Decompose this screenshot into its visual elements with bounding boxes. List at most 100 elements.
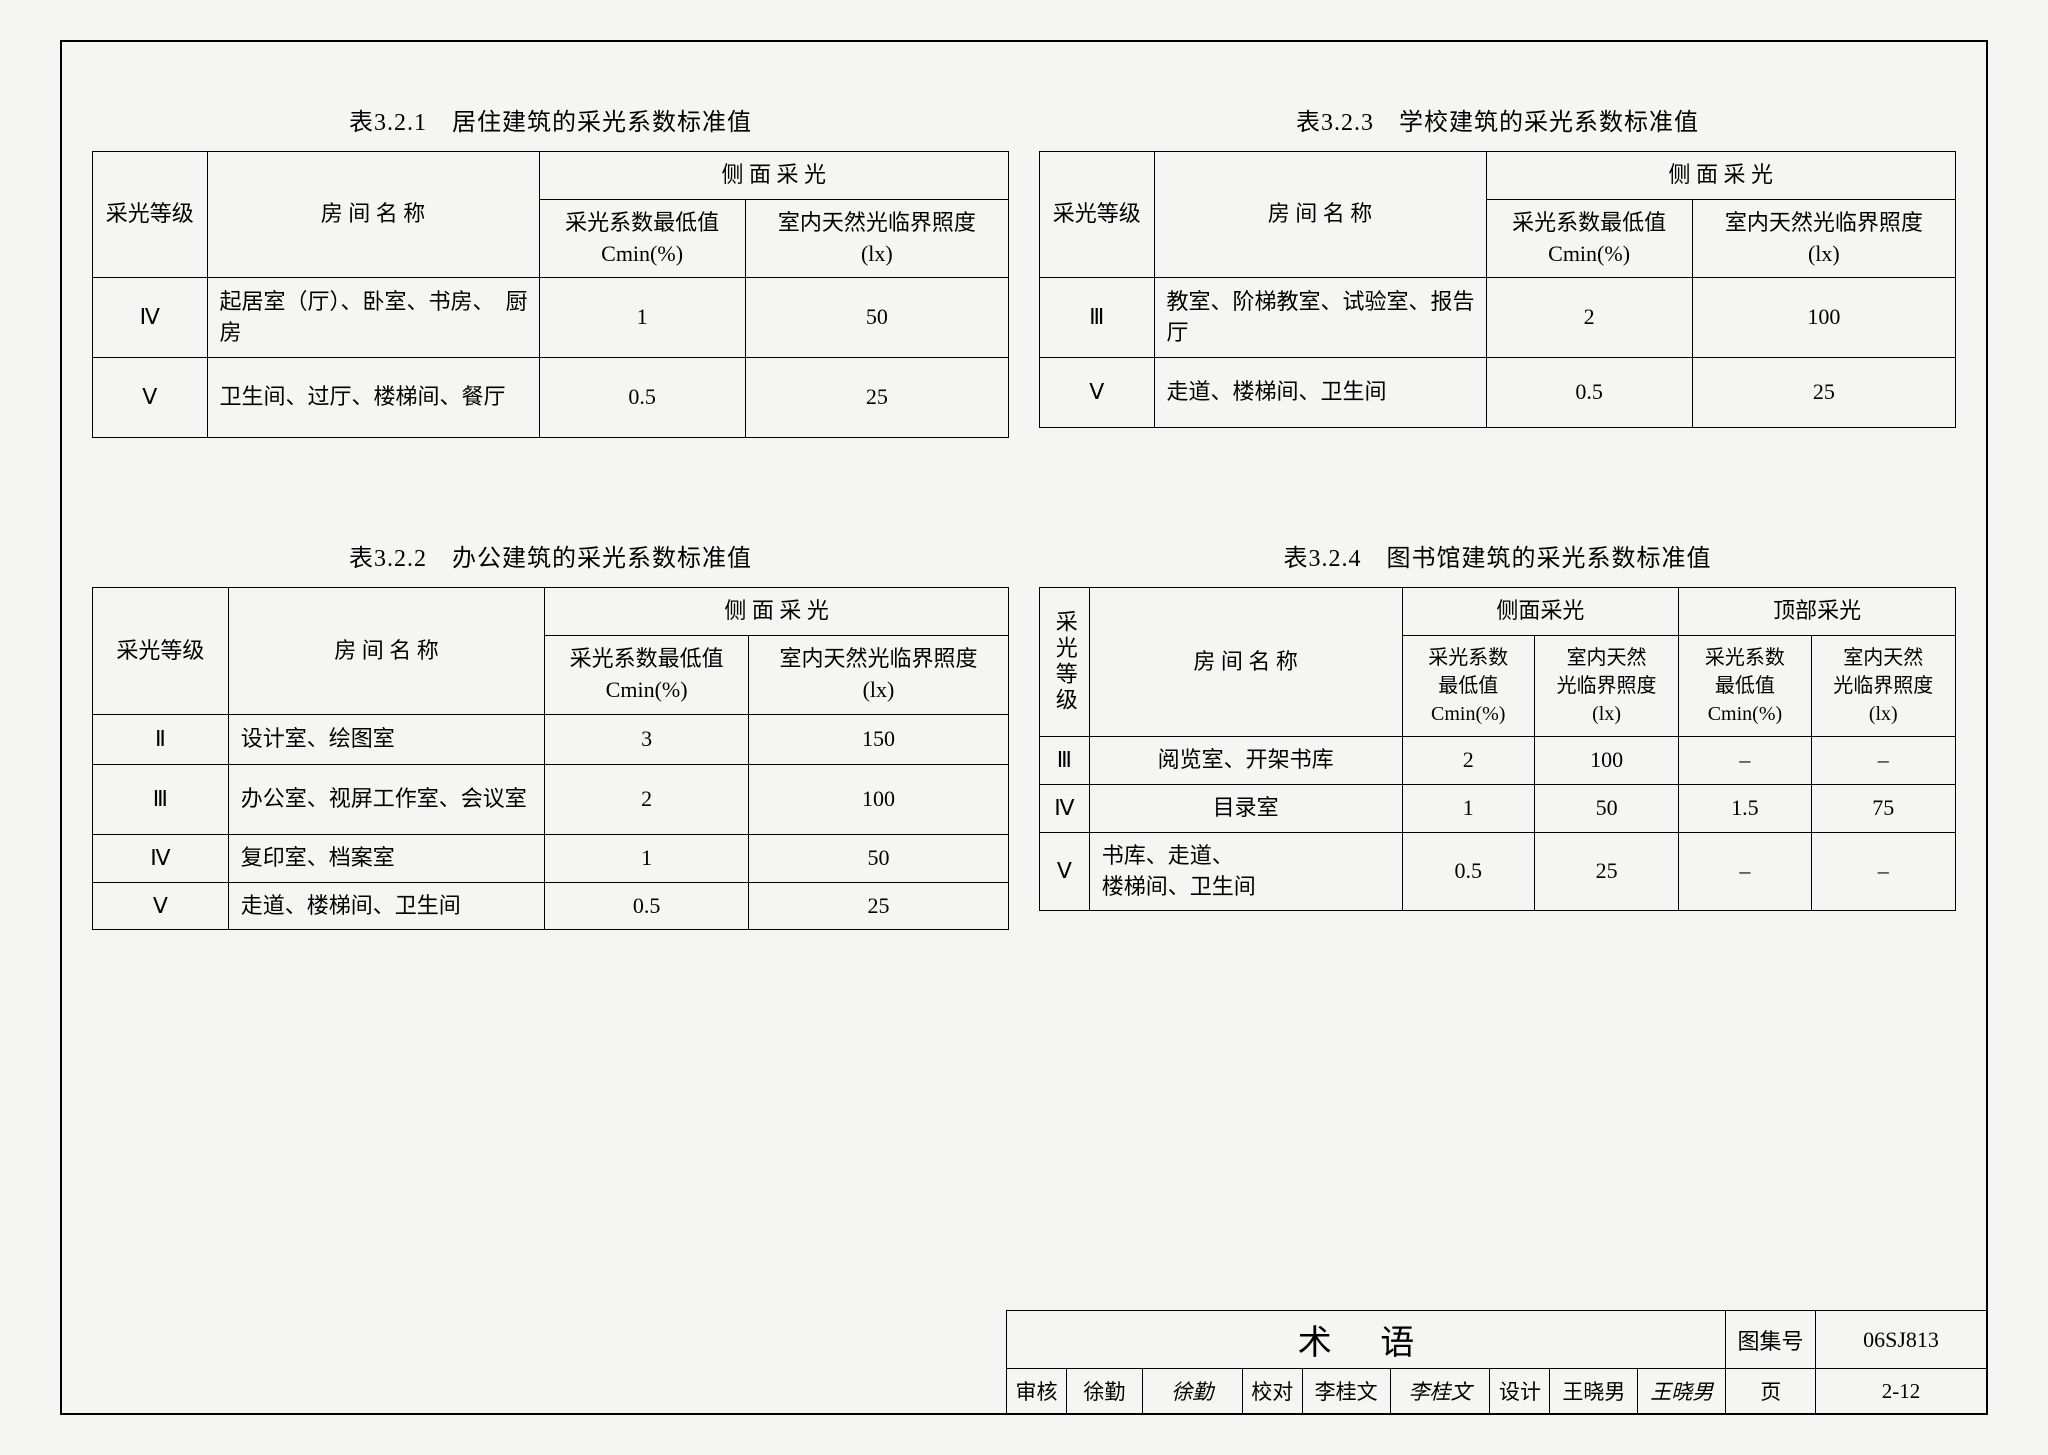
th-room: 房 间 名 称 xyxy=(228,588,545,714)
cell-cmin: 0.5 xyxy=(545,882,749,930)
footer-title: 术 语 xyxy=(1007,1311,1726,1368)
caption-2: 表3.2.2 办公建筑的采光系数标准值 xyxy=(349,538,752,573)
check-name: 李桂文 xyxy=(1303,1369,1391,1413)
table-row: Ⅲ 办公室、视屏工作室、会议室 2 100 xyxy=(93,764,1009,834)
page-label: 页 xyxy=(1726,1369,1816,1413)
cell-room: 目录室 xyxy=(1089,784,1402,832)
cell-room: 卫生间、过厅、楼梯间、餐厅 xyxy=(207,358,539,438)
audit-label: 审核 xyxy=(1007,1369,1067,1413)
th-level-v: 采光等级 xyxy=(1040,588,1090,737)
table-row: Ⅴ 卫生间、过厅、楼梯间、餐厅 0.5 25 xyxy=(93,358,1009,438)
design-name: 王晓男 xyxy=(1550,1369,1638,1413)
cell-l2: 75 xyxy=(1811,784,1955,832)
th-l2: 室内天然 光临界照度 (lx) xyxy=(1811,636,1955,737)
th-c2: 采光系数 最低值 Cmin(%) xyxy=(1679,636,1811,737)
cell-level: Ⅳ xyxy=(93,278,208,358)
cell-level: Ⅴ xyxy=(93,358,208,438)
cell-level: Ⅴ xyxy=(1040,358,1155,428)
cell-cmin: 1 xyxy=(545,834,749,882)
table-row: Ⅴ 走道、楼梯间、卫生间 0.5 25 xyxy=(93,882,1009,930)
table-block-4: 表3.2.4 图书馆建筑的采光系数标准值 采光等级 房 间 名 称 侧面采光 顶… xyxy=(1039,538,1956,930)
cell-room: 设计室、绘图室 xyxy=(228,714,545,764)
th-cmin: 采光系数最低值 Cmin(%) xyxy=(1486,199,1692,278)
cell-level: Ⅴ xyxy=(93,882,229,930)
cell-level: Ⅴ xyxy=(1040,832,1090,911)
table-row: Ⅲ 阅览室、开架书库 2 100 – – xyxy=(1040,737,1956,785)
cell-lux: 25 xyxy=(748,882,1008,930)
table-block-2: 表3.2.2 办公建筑的采光系数标准值 采光等级 房 间 名 称 侧 面 采 光… xyxy=(92,538,1009,930)
table-2: 采光等级 房 间 名 称 侧 面 采 光 采光系数最低值 Cmin(%) 室内天… xyxy=(92,587,1009,930)
cell-room: 走道、楼梯间、卫生间 xyxy=(228,882,545,930)
cell-cmin: 1 xyxy=(539,278,745,358)
check-label: 校对 xyxy=(1243,1369,1303,1413)
th-side: 侧 面 采 光 xyxy=(1486,152,1955,200)
cell-cmin: 0.5 xyxy=(539,358,745,438)
th-lux: 室内天然光临界照度 (lx) xyxy=(748,636,1008,715)
design-sig: 王晓男 xyxy=(1638,1369,1726,1413)
cell-room: 阅览室、开架书库 xyxy=(1089,737,1402,785)
cell-l2: – xyxy=(1811,832,1955,911)
set-value: 06SJ813 xyxy=(1816,1311,1986,1368)
cell-lux: 100 xyxy=(748,764,1008,834)
cell-l2: – xyxy=(1811,737,1955,785)
caption-3: 表3.2.3 学校建筑的采光系数标准值 xyxy=(1296,102,1699,137)
cell-room: 书库、走道、 楼梯间、卫生间 xyxy=(1089,832,1402,911)
cell-level: Ⅲ xyxy=(93,764,229,834)
set-label: 图集号 xyxy=(1726,1311,1816,1368)
tables-grid: 表3.2.1 居住建筑的采光系数标准值 采光等级 房 间 名 称 侧 面 采 光… xyxy=(92,102,1956,930)
caption-4: 表3.2.4 图书馆建筑的采光系数标准值 xyxy=(1284,538,1712,573)
cell-level: Ⅲ xyxy=(1040,737,1090,785)
th-room: 房 间 名 称 xyxy=(207,152,539,278)
cell-c2: 1.5 xyxy=(1679,784,1811,832)
cell-lux: 50 xyxy=(748,834,1008,882)
cell-room: 办公室、视屏工作室、会议室 xyxy=(228,764,545,834)
cell-lux: 25 xyxy=(745,358,1008,438)
th-level: 采光等级 xyxy=(93,152,208,278)
table-4: 采光等级 房 间 名 称 侧面采光 顶部采光 采光系数 最低值 Cmin(%) … xyxy=(1039,587,1956,911)
th-level: 采光等级 xyxy=(93,588,229,714)
cell-level: Ⅱ xyxy=(93,714,229,764)
cell-room: 复印室、档案室 xyxy=(228,834,545,882)
audit-sig: 徐勤 xyxy=(1143,1369,1243,1413)
footer-bottom: 审核 徐勤 徐勤 校对 李桂文 李桂文 设计 王晓男 王晓男 页 2-12 xyxy=(1007,1369,1986,1413)
page-border: 表3.2.1 居住建筑的采光系数标准值 采光等级 房 间 名 称 侧 面 采 光… xyxy=(60,40,1988,1415)
cell-room: 教室、阶梯教室、试验室、报告厅 xyxy=(1154,278,1486,358)
check-sig: 李桂文 xyxy=(1391,1369,1491,1413)
table-1: 采光等级 房 间 名 称 侧 面 采 光 采光系数最低值 Cmin(%) 室内天… xyxy=(92,151,1009,438)
cell-lux: 150 xyxy=(748,714,1008,764)
th-room: 房 间 名 称 xyxy=(1089,588,1402,737)
th-side: 侧 面 采 光 xyxy=(539,152,1008,200)
cell-cmin: 3 xyxy=(545,714,749,764)
cell-lux: 50 xyxy=(745,278,1008,358)
th-cmin: 采光系数最低值 Cmin(%) xyxy=(539,199,745,278)
th-cmin: 采光系数最低值 Cmin(%) xyxy=(545,636,749,715)
th-l1: 室内天然 光临界照度 (lx) xyxy=(1534,636,1678,737)
cell-c1: 2 xyxy=(1402,737,1534,785)
table-row: Ⅱ 设计室、绘图室 3 150 xyxy=(93,714,1009,764)
cell-lux: 25 xyxy=(1692,358,1955,428)
table-3: 采光等级 房 间 名 称 侧 面 采 光 采光系数最低值 Cmin(%) 室内天… xyxy=(1039,151,1956,428)
cell-c2: – xyxy=(1679,832,1811,911)
th-c1: 采光系数 最低值 Cmin(%) xyxy=(1402,636,1534,737)
th-side: 侧面采光 xyxy=(1402,588,1679,636)
cell-l1: 100 xyxy=(1534,737,1678,785)
cell-c1: 0.5 xyxy=(1402,832,1534,911)
th-side: 侧 面 采 光 xyxy=(545,588,1009,636)
cell-cmin: 2 xyxy=(545,764,749,834)
cell-l1: 25 xyxy=(1534,832,1678,911)
th-lux: 室内天然光临界照度 (lx) xyxy=(1692,199,1955,278)
footer-titleblock: 术 语 图集号 06SJ813 审核 徐勤 徐勤 校对 李桂文 李桂文 设计 王… xyxy=(1006,1310,1986,1413)
cell-lux: 100 xyxy=(1692,278,1955,358)
table-row: Ⅳ 目录室 1 50 1.5 75 xyxy=(1040,784,1956,832)
cell-room: 起居室（厅）、卧室、书房、 厨房 xyxy=(207,278,539,358)
audit-name: 徐勤 xyxy=(1067,1369,1143,1413)
cell-level: Ⅲ xyxy=(1040,278,1155,358)
caption-1: 表3.2.1 居住建筑的采光系数标准值 xyxy=(349,102,752,137)
cell-cmin: 2 xyxy=(1486,278,1692,358)
th-lux: 室内天然光临界照度 (lx) xyxy=(745,199,1008,278)
design-label: 设计 xyxy=(1490,1369,1550,1413)
cell-level: Ⅳ xyxy=(1040,784,1090,832)
table-row: Ⅲ 教室、阶梯教室、试验室、报告厅 2 100 xyxy=(1040,278,1956,358)
table-row: Ⅳ 复印室、档案室 1 50 xyxy=(93,834,1009,882)
th-level: 采光等级 xyxy=(1040,152,1155,278)
